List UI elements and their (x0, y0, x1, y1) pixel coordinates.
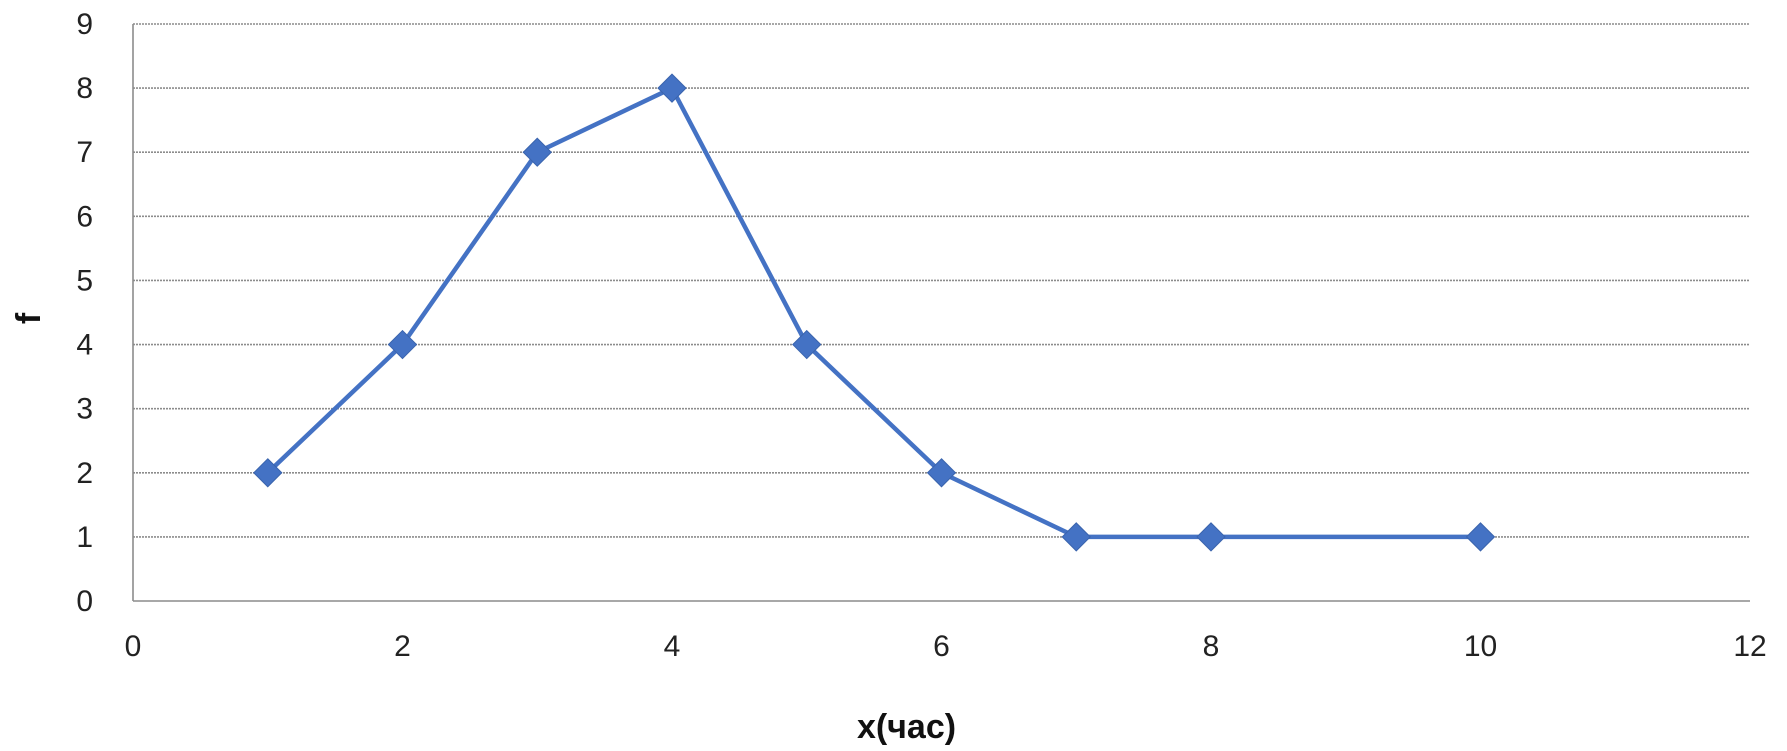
data-point-marker (522, 137, 552, 167)
data-point-marker (387, 329, 418, 360)
series-layer (266, 85, 1481, 540)
x-tick-label: 0 (125, 630, 142, 663)
y-tick-label: 1 (76, 521, 93, 554)
x-tick-label: 2 (394, 630, 411, 663)
y-tick-label: 3 (76, 393, 93, 426)
data-point-marker (1196, 522, 1226, 552)
y-tick-label: 7 (76, 136, 93, 169)
data-point-marker (792, 329, 822, 360)
y-tick-label: 8 (76, 72, 93, 105)
data-point-marker (253, 458, 283, 488)
y-tick-label: 6 (76, 200, 93, 233)
data-point-marker (926, 458, 957, 488)
x-tick-label: 6 (933, 630, 950, 663)
y-axis-title: f (10, 312, 48, 324)
x-tick-label: 4 (664, 630, 681, 663)
axes (132, 24, 1750, 602)
series-line (266, 85, 1481, 540)
data-point-marker (1465, 522, 1496, 552)
x-tick-label: 10 (1464, 630, 1497, 663)
y-tick-label: 2 (76, 457, 93, 490)
x-tick-label: 12 (1733, 630, 1766, 663)
y-tick-label: 5 (76, 264, 93, 297)
data-point-marker (1061, 522, 1091, 552)
y-tick-label: 4 (76, 329, 93, 362)
markers-layer (253, 73, 1496, 552)
data-point-marker (657, 73, 687, 103)
y-tick-label: 0 (76, 585, 93, 618)
x-tick-label: 8 (1203, 630, 1220, 663)
y-tick-label: 9 (76, 8, 93, 41)
x-axis-title: x(час) (857, 708, 956, 746)
